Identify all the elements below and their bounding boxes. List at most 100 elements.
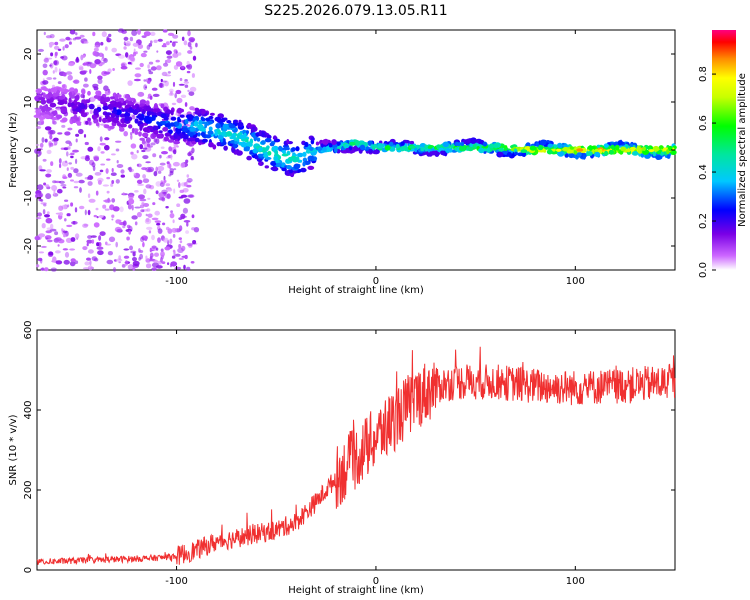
spectrogram-ridge-cell [281, 153, 289, 157]
spectrogram-ridge-cell [98, 116, 102, 123]
spectrogram-ridge-cell [63, 100, 68, 105]
spectrogram-ridge-cell [273, 155, 279, 162]
spectrogram-ridge-cell [466, 138, 471, 144]
spectrogram-ridge-cell [174, 121, 180, 126]
spectrogram-noise-cell [64, 131, 71, 136]
spectrogram-ridge-cell [95, 122, 100, 127]
spectrogram-noise-cell [111, 168, 114, 173]
spectrogram-noise-cell [179, 189, 185, 193]
spectrogram-noise-cell [132, 260, 140, 266]
spectrogram-ridge-cell [200, 132, 206, 137]
spectrogram-noise-cell [149, 247, 152, 253]
spectrogram-noise-cell [50, 52, 54, 57]
spectrogram-noise-cell [176, 145, 179, 148]
spectrogram-ridge-cell [182, 134, 189, 140]
spectrogram-noise-cell [132, 42, 139, 47]
spectrogram-noise-cell [102, 204, 107, 209]
colorbar-gradient [712, 30, 736, 270]
spectrogram-noise-cell [137, 29, 141, 35]
spectrogram-ridge-cell [229, 136, 235, 140]
spectrogram-ridge-cell [57, 101, 65, 105]
spectrogram-ridge-cell [568, 153, 575, 159]
spectrogram-noise-cell [43, 58, 49, 63]
spectrogram-noise-cell [72, 220, 76, 225]
spectrogram-noise-cell [145, 184, 152, 189]
spectrogram-noise-cell [157, 228, 163, 234]
spectrogram-noise-cell [95, 190, 99, 196]
spectrogram-ridge-cell [145, 119, 152, 124]
spectrogram-ridge-cell [282, 149, 287, 155]
spectrogram-noise-cell [119, 206, 124, 213]
spectrogram-ridge-cell [243, 147, 248, 152]
spectrogram-ridge-cell [52, 117, 58, 121]
spectrogram-ridge-cell [233, 137, 238, 142]
spectrogram-noise-cell [184, 254, 188, 260]
spectrogram-ridge-cell [278, 145, 283, 152]
spectrogram-ridge-cell [275, 159, 280, 164]
spectrogram-ridge-cell [258, 154, 265, 158]
spectrogram-ridge-cell [576, 152, 582, 157]
spectrogram-noise-cell [160, 146, 165, 149]
spectrogram-ridge-cell [273, 135, 277, 140]
spectrogram-noise-cell [173, 125, 176, 132]
spectrogram-noise-cell [137, 91, 145, 97]
spectrogram-ridge-cell [617, 140, 622, 146]
spectrogram-noise-cell [118, 261, 121, 264]
spectrogram-noise-cell [173, 49, 178, 54]
spectrogram-ridge-cell [297, 169, 302, 173]
spectrogram-ridge-cell [455, 141, 459, 147]
spectrogram-noise-cell [183, 81, 189, 84]
spectrogram-noise-cell [161, 151, 168, 155]
spectrogram-noise-cell [86, 239, 93, 244]
spectrogram-noise-cell [184, 79, 188, 82]
spectrogram-noise-cell [39, 169, 46, 172]
spectrogram-noise-cell [53, 189, 56, 196]
spectrogram-ridge-cell [152, 108, 160, 113]
spectrogram-noise-cell [150, 31, 156, 36]
spectrogram-noise-cell [179, 77, 183, 82]
spectrogram-noise-cell [161, 80, 167, 83]
spectrogram-ridge-cell [546, 149, 553, 155]
spectrogram-noise-cell [115, 258, 123, 262]
spectrogram-noise-cell [98, 235, 102, 241]
spectrogram-ridge-cell [263, 153, 269, 158]
spectrogram-ridge-cell [252, 148, 258, 154]
spectrogram-ridge-cell [445, 148, 451, 154]
spectrogram-ridge-cell [286, 165, 292, 170]
spectrogram-noise-cell [95, 207, 99, 211]
spectrogram-noise-cell [93, 47, 99, 52]
spectrogram-noise-cell [191, 147, 195, 154]
spectrogram-marks [33, 28, 677, 273]
spectrogram-noise-cell [165, 183, 171, 187]
spectrogram-noise-cell [89, 69, 92, 74]
spectrogram-noise-cell [134, 190, 139, 193]
spectrogram-noise-cell [143, 79, 147, 82]
spectrogram-noise-cell [102, 184, 110, 187]
spectrogram-noise-cell [116, 229, 122, 233]
spectrogram-noise-cell [81, 70, 88, 73]
spectrogram-ridge-cell [630, 143, 634, 147]
spectrogram-noise-cell [87, 146, 94, 152]
spectrogram-ridge-cell [300, 167, 307, 173]
spectrogram-noise-cell [61, 160, 69, 167]
spectrogram-ridge-cell [626, 148, 631, 153]
spectrogram-ridge-cell [177, 118, 182, 123]
spectrogram-noise-cell [133, 51, 137, 57]
spectrogram-noise-cell [169, 213, 175, 219]
spectrogram-ridge-cell [310, 155, 315, 162]
spectrogram-noise-cell [111, 153, 116, 156]
spectrogram-noise-cell [183, 264, 186, 270]
spectrogram-noise-cell [174, 266, 182, 270]
spectrogram-noise-cell [93, 45, 101, 48]
spectrogram-noise-cell [156, 50, 159, 53]
spectrogram-noise-cell [170, 210, 174, 214]
spectrogram-ridge-cell [285, 147, 290, 151]
spectrogram-noise-cell [151, 245, 157, 249]
spectrogram-ridge-cell [569, 146, 574, 150]
spectrogram-noise-cell [93, 214, 98, 218]
spectrogram-x-tick-label: 0 [373, 276, 379, 287]
spectrogram-ridge-cell [400, 141, 405, 146]
spectrogram-noise-cell [178, 244, 182, 249]
spectrogram-noise-cell [164, 246, 171, 251]
spectrogram-x-tick-label: -100 [165, 276, 188, 287]
